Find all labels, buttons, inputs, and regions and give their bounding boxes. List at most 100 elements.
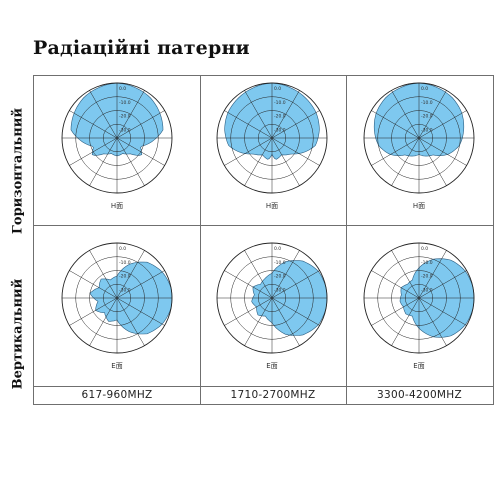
plane-caption: H面	[110, 202, 124, 210]
ring-value-label: -20.0	[274, 274, 286, 280]
ring-value-label: -30.0	[274, 287, 286, 293]
footer-divider	[34, 386, 493, 387]
polar-spoke	[89, 90, 118, 139]
page-title: Радіаційні патерни	[33, 37, 250, 59]
plane-caption: E面	[266, 362, 278, 370]
row-label-vertical: Вертикальний	[10, 278, 26, 390]
ring-value-label: 0.0	[119, 86, 126, 92]
polar-spoke	[224, 137, 273, 166]
polar-spoke	[244, 90, 273, 139]
polar-spoke	[69, 137, 118, 166]
polar-chart: 0.0 -10.0 -20.0 -30.0 H面	[349, 68, 489, 210]
polar-chart: 0.0 -10.0 -20.0 -30.0 E面	[47, 228, 187, 370]
polar-spoke	[224, 110, 273, 139]
ring-value-label: -10.0	[119, 260, 131, 266]
polar-spoke	[116, 297, 145, 346]
polar-plot: 0.0 -10.0 -20.0 -30.0	[216, 242, 328, 354]
polar-spoke	[244, 297, 273, 346]
polar-spoke	[418, 297, 447, 346]
polar-spoke	[244, 250, 273, 299]
ring-value-label: -20.0	[421, 274, 433, 280]
ring-value-label: -30.0	[274, 127, 286, 133]
polar-spoke	[69, 110, 118, 139]
frequency-label: 1710-2700MHZ	[230, 389, 316, 401]
ring-value-label: -20.0	[119, 274, 131, 280]
frequency-label: 617-960MHZ	[81, 389, 153, 401]
plane-caption: E面	[111, 362, 123, 370]
polar-spoke	[116, 110, 165, 139]
ring-value-label: -30.0	[119, 287, 131, 293]
polar-spoke	[418, 90, 447, 139]
ring-value-label: -10.0	[421, 100, 433, 106]
polar-plot: 0.0 -10.0 -20.0 -30.0	[61, 82, 173, 194]
plane-caption: H面	[412, 202, 426, 210]
polar-chart: 0.0 -10.0 -20.0 -30.0 E面	[349, 228, 489, 370]
polar-spoke	[271, 297, 300, 346]
pattern-table	[33, 75, 494, 405]
ring-value-label: -10.0	[274, 100, 286, 106]
polar-spoke	[418, 137, 467, 166]
polar-chart: 0.0 -10.0 -20.0 -30.0 H面	[47, 68, 187, 210]
ring-value-label: 0.0	[421, 86, 428, 92]
ring-value-label: 0.0	[274, 86, 281, 92]
polar-spoke	[116, 297, 165, 326]
polar-spoke	[224, 297, 273, 326]
ring-value-label: -20.0	[274, 114, 286, 120]
polar-spoke	[391, 90, 420, 139]
polar-spoke	[89, 250, 118, 299]
polar-spoke	[271, 137, 300, 186]
ring-value-label: 0.0	[274, 246, 281, 252]
polar-spoke	[391, 137, 420, 186]
ring-value-label: 0.0	[119, 246, 126, 252]
column-divider	[200, 76, 201, 404]
ring-value-label: -30.0	[421, 127, 433, 133]
polar-spoke	[371, 270, 420, 299]
polar-spoke	[89, 297, 118, 346]
polar-spoke	[418, 250, 447, 299]
ring-value-label: -30.0	[421, 287, 433, 293]
column-divider	[346, 76, 347, 404]
polar-spoke	[418, 110, 467, 139]
polar-spoke	[244, 137, 273, 186]
polar-chart: 0.0 -10.0 -20.0 -30.0 H面	[202, 68, 342, 210]
ring-value-label: -10.0	[119, 100, 131, 106]
polar-spoke	[391, 250, 420, 299]
polar-spoke	[271, 137, 320, 166]
polar-chart: 0.0 -10.0 -20.0 -30.0 E面	[202, 228, 342, 370]
polar-spoke	[69, 297, 118, 326]
polar-spoke	[418, 270, 467, 299]
polar-spoke	[371, 110, 420, 139]
polar-plot: 0.0 -10.0 -20.0 -30.0	[363, 242, 475, 354]
ring-value-label: -30.0	[119, 127, 131, 133]
ring-value-label: -20.0	[119, 114, 131, 120]
polar-plot: 0.0 -10.0 -20.0 -30.0	[216, 82, 328, 194]
polar-spoke	[224, 270, 273, 299]
plane-caption: H面	[265, 202, 279, 210]
row-label-horizontal: Горизонтальний	[10, 107, 26, 235]
frequency-label: 3300-4200MHZ	[377, 389, 462, 401]
row-divider	[34, 225, 493, 226]
polar-spoke	[271, 250, 300, 299]
polar-plot: 0.0 -10.0 -20.0 -30.0	[363, 82, 475, 194]
ring-value-label: 0.0	[421, 246, 428, 252]
ring-value-label: -10.0	[274, 260, 286, 266]
polar-spoke	[116, 137, 165, 166]
polar-spoke	[371, 297, 420, 326]
polar-spoke	[69, 270, 118, 299]
plane-caption: E面	[413, 362, 425, 370]
ring-value-label: -10.0	[421, 260, 433, 266]
ring-value-label: -20.0	[421, 114, 433, 120]
polar-spoke	[116, 137, 145, 186]
polar-spoke	[89, 137, 118, 186]
polar-spoke	[391, 297, 420, 346]
polar-spoke	[271, 90, 300, 139]
polar-spoke	[371, 137, 420, 166]
polar-plot: 0.0 -10.0 -20.0 -30.0	[61, 242, 173, 354]
polar-spoke	[271, 297, 320, 326]
polar-spoke	[116, 90, 145, 139]
polar-spoke	[116, 250, 145, 299]
polar-spoke	[418, 137, 447, 186]
polar-spoke	[116, 270, 165, 299]
polar-spoke	[271, 110, 320, 139]
polar-spoke	[418, 297, 467, 326]
